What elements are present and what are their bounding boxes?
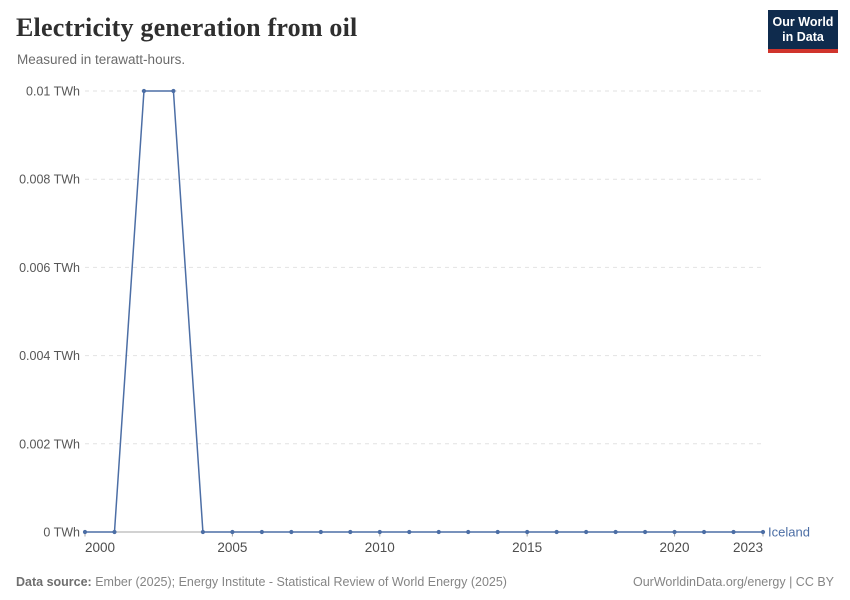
x-axis-label: 2020 [660,540,690,555]
data-point [672,529,677,535]
data-point [613,529,618,535]
series-line-iceland [84,90,764,533]
page-title: Electricity generation from oil [16,13,358,42]
series-label-iceland: Iceland [768,525,810,540]
data-point [377,529,382,535]
y-axis-label: 0.002 TWh [19,437,80,451]
data-source-label: Data source: [16,575,92,589]
data-point [82,529,88,535]
credit-link: OurWorldinData.org/energy | CC BY [632,575,834,589]
data-point [230,529,235,535]
data-point [141,88,147,94]
y-axis-label: 0.004 TWh [19,349,80,363]
data-point [259,529,264,535]
owid-logo: Our World in Data [768,10,838,53]
y-axis-label: 0 TWh [43,526,80,540]
data-point [436,529,441,535]
x-axis-label: 2015 [512,540,542,555]
chart-footer: Data source: Ember (2025); Energy Instit… [16,575,834,589]
data-point [348,529,353,535]
data-point [112,529,117,535]
data-point [495,529,500,535]
data-source-text: Ember (2025); Energy Institute - Statist… [91,575,507,589]
y-axis-label: 0.006 TWh [19,261,80,275]
y-axis-label: 0.01 TWh [26,85,80,99]
data-source-note: Data source: Ember (2025); Energy Instit… [16,575,507,589]
data-point [554,529,559,535]
data-point [318,529,323,535]
x-axis-label: 2010 [365,540,395,555]
data-point [584,529,589,535]
data-point [731,529,736,535]
data-point [525,529,530,535]
owid-logo-line2: in Data [782,30,824,44]
data-point [200,529,206,535]
data-point [289,529,294,535]
data-point [760,529,766,535]
x-axis-label: 2000 [85,540,115,555]
data-point [701,529,707,535]
chart-subtitle: Measured in terawatt-hours. [17,52,186,67]
data-point [171,88,176,94]
x-axis-label: 2023 [733,540,763,555]
data-point [642,529,648,535]
y-axis-label: 0.008 TWh [19,173,80,187]
x-axis-label: 2005 [217,540,247,555]
data-point [466,529,471,535]
data-point [407,529,412,535]
owid-logo-line1: Our World [772,15,834,29]
